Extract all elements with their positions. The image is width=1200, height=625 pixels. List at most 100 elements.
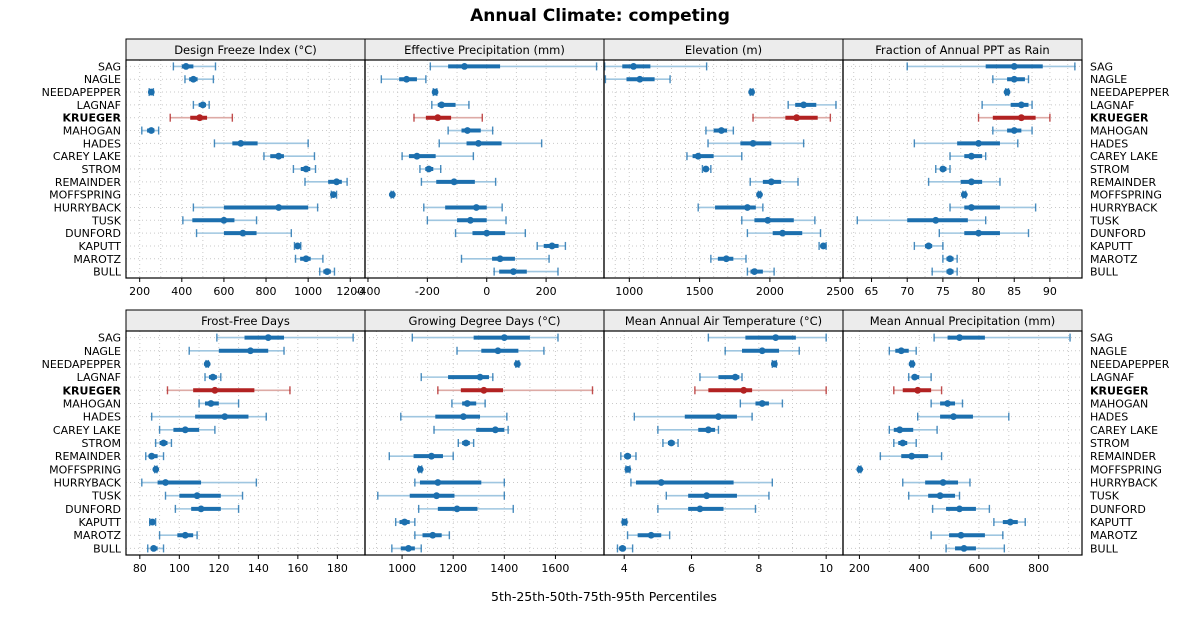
site-label-right: HADES	[1090, 137, 1128, 150]
median-dot	[717, 127, 725, 134]
median-dot	[494, 347, 502, 355]
site-label-left: DUNFORD	[65, 503, 121, 516]
median-dot	[330, 191, 337, 199]
median-dot	[1010, 63, 1018, 70]
site-label-right: CAREY LAKE	[1090, 150, 1158, 163]
median-dot	[819, 242, 827, 250]
panel-border	[364, 59, 605, 279]
x-tick-label: 85	[1007, 285, 1021, 298]
x-tick-label: 200	[129, 285, 150, 298]
site-label-left: HURRYBACK	[54, 201, 122, 214]
median-dot	[403, 75, 410, 83]
median-dot	[472, 204, 480, 211]
site-label-right: STROM	[1090, 163, 1130, 176]
x-tick-label: -400	[355, 285, 380, 298]
panel-title: Mean Annual Air Temperature (°C)	[625, 314, 822, 328]
site-label-right: MAROTZ	[1090, 529, 1138, 542]
median-dot	[148, 452, 156, 460]
site-label-right: CAREY LAKE	[1090, 424, 1158, 437]
median-dot	[152, 465, 160, 473]
median-dot	[756, 191, 763, 199]
median-dot	[702, 165, 710, 173]
x-tick-label: 1000	[294, 285, 322, 298]
median-dot	[619, 545, 626, 552]
median-dot	[211, 386, 219, 394]
site-label-right: HURRYBACK	[1090, 477, 1158, 490]
median-dot	[237, 139, 245, 147]
site-label-left: NEEDAPEPPER	[42, 358, 122, 371]
x-tick-label: 1200	[336, 285, 364, 298]
site-label-left: KAPUTT	[79, 240, 122, 253]
x-tick-label: 80	[972, 285, 986, 298]
median-dot	[1017, 114, 1025, 122]
x-tick-label: 200	[849, 562, 870, 575]
median-dot	[464, 127, 471, 134]
median-dot	[147, 127, 155, 134]
median-dot	[221, 413, 229, 421]
site-label-right: BULL	[1090, 542, 1119, 555]
median-dot	[491, 426, 499, 434]
median-dot	[968, 152, 975, 160]
site-label-right: DUNFORD	[1090, 227, 1146, 240]
median-dot	[150, 545, 158, 552]
site-label-right: NEEDAPEPPER	[1090, 358, 1170, 371]
median-dot	[696, 505, 704, 513]
median-dot	[793, 114, 801, 122]
x-tick-label: 90	[1043, 285, 1057, 298]
site-label-left: HADES	[83, 411, 121, 424]
median-dot	[657, 479, 665, 486]
median-dot	[388, 191, 396, 199]
site-label-left: DUNFORD	[65, 227, 121, 240]
site-label-left: REMAINDER	[55, 450, 122, 463]
median-dot	[302, 165, 310, 173]
median-dot	[946, 268, 954, 275]
median-dot	[779, 229, 786, 237]
median-dot	[181, 531, 189, 539]
median-dot	[429, 531, 437, 539]
site-label-right: KRUEGER	[1090, 384, 1149, 397]
panel-border	[603, 330, 844, 556]
median-dot	[476, 373, 484, 381]
site-label-left: STROM	[82, 163, 122, 176]
median-dot	[413, 152, 421, 160]
median-dot	[275, 204, 283, 211]
x-tick-label: 1600	[541, 562, 569, 575]
median-dot	[450, 178, 458, 186]
x-tick-label: 400	[909, 562, 930, 575]
x-tick-label: 2500	[826, 285, 854, 298]
x-tick-label: 800	[1028, 562, 1049, 575]
panel-title: Mean Annual Precipitation (mm)	[870, 314, 1056, 328]
panel-title: Fraction of Annual PPT as Rain	[875, 43, 1049, 57]
median-dot	[748, 88, 756, 96]
x-tick-label: 6	[688, 562, 695, 575]
median-dot	[722, 255, 730, 263]
panel-title: Frost-Free Days	[201, 314, 290, 328]
median-dot	[944, 400, 951, 407]
median-dot	[193, 492, 201, 500]
median-dot	[950, 413, 957, 421]
median-dot	[908, 452, 916, 460]
median-dot	[475, 139, 482, 147]
median-dot	[199, 101, 207, 109]
median-dot	[510, 268, 517, 275]
site-label-right: KRUEGER	[1090, 112, 1149, 125]
median-dot	[275, 152, 283, 160]
site-label-right: TUSK	[1089, 214, 1120, 227]
median-dot	[932, 216, 940, 224]
x-tick-label: 10	[819, 562, 833, 575]
median-dot	[513, 360, 521, 368]
site-label-left: CAREY LAKE	[53, 424, 121, 437]
site-label-right: MAHOGAN	[1090, 397, 1148, 410]
site-label-left: TUSK	[91, 214, 122, 227]
median-dot	[203, 360, 211, 368]
median-dot	[247, 347, 254, 355]
median-dot	[800, 101, 808, 109]
figure-title: Annual Climate: competing	[470, 6, 730, 26]
median-dot	[438, 101, 445, 109]
x-tick-label: 180	[327, 562, 348, 575]
x-tick-label: 800	[256, 285, 277, 298]
median-dot	[758, 400, 766, 407]
median-dot	[975, 229, 982, 237]
panel-title: Growing Degree Days (°C)	[409, 314, 561, 328]
